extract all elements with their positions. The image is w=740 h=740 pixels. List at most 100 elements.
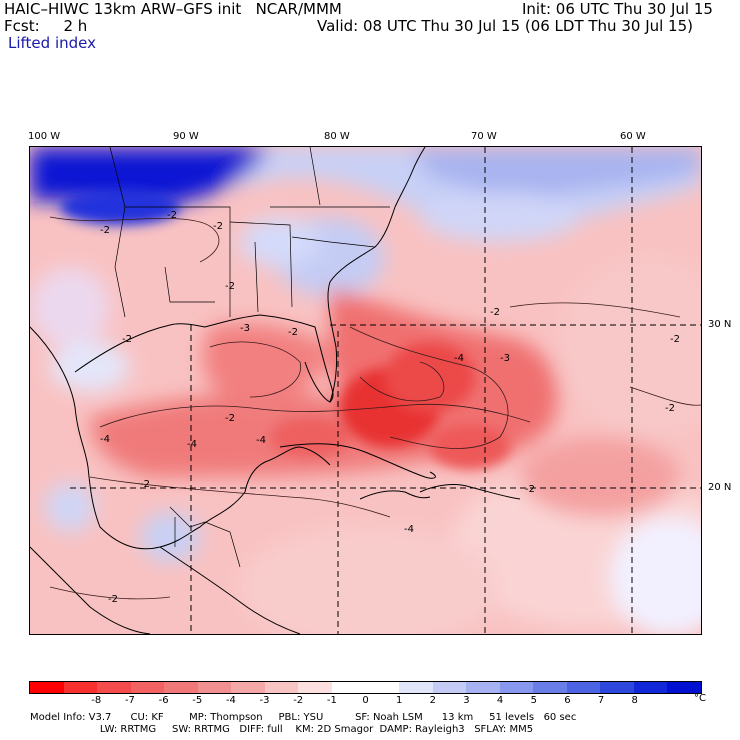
colorbar-swatch bbox=[97, 682, 131, 693]
mexico-gulf-coast bbox=[30, 326, 201, 550]
pale-region bbox=[30, 267, 110, 347]
colorbar-swatch bbox=[365, 682, 400, 693]
contour-label: -2 bbox=[490, 307, 500, 318]
colorbar-swatch bbox=[633, 682, 668, 693]
strong-red-region bbox=[270, 417, 350, 457]
colorbar-swatch bbox=[164, 682, 198, 693]
colorbar-tick-label: -4 bbox=[225, 695, 236, 706]
contour-label: -4 bbox=[256, 435, 266, 446]
colorbar-swatch bbox=[566, 682, 601, 693]
contour-line bbox=[629, 386, 701, 406]
border bbox=[291, 236, 376, 248]
border bbox=[254, 241, 259, 313]
colorbar-swatch bbox=[298, 682, 332, 693]
contour-line bbox=[359, 361, 445, 402]
contour-label: -2 bbox=[100, 225, 110, 236]
colorbar-swatch bbox=[667, 682, 701, 693]
jamaica bbox=[359, 490, 431, 500]
contour-line bbox=[49, 586, 171, 600]
blue-region bbox=[45, 482, 95, 532]
pink-region bbox=[240, 527, 500, 634]
colorbar-swatch bbox=[331, 682, 366, 693]
colorbar-swatch bbox=[600, 682, 634, 693]
lon-label-100w: 100 W bbox=[28, 131, 61, 142]
contour-label: -2 bbox=[122, 334, 132, 345]
contour-label: -2 bbox=[225, 413, 235, 424]
contour-line bbox=[99, 403, 531, 428]
contour-label: -2 bbox=[670, 334, 680, 345]
colorbar-tick-label: -5 bbox=[192, 695, 203, 706]
colorbar-unit: °C bbox=[694, 693, 706, 704]
strong-shading-layer bbox=[60, 189, 510, 469]
contour-label: -4 bbox=[100, 434, 110, 445]
latlon-grid bbox=[70, 147, 701, 634]
atlantic-us-coast-north bbox=[394, 147, 426, 208]
colorbar-swatch bbox=[30, 682, 64, 693]
strong-red-region bbox=[385, 342, 475, 412]
cuba bbox=[279, 443, 436, 479]
colorbar-swatch bbox=[399, 682, 433, 693]
valid-time: Valid: 08 UTC Thu 30 Jul 15 (06 LDT Thu … bbox=[317, 17, 693, 35]
lon-label-60w: 60 W bbox=[620, 131, 646, 142]
colorbar bbox=[29, 681, 702, 694]
contour-label: -2 bbox=[288, 327, 298, 338]
pink-region bbox=[560, 257, 701, 437]
border bbox=[109, 147, 126, 318]
colorbar-swatch bbox=[231, 682, 265, 693]
border bbox=[229, 221, 293, 308]
lifted-index-map: -2 -2 -2 -2 -2 -3 -2 -4 -3 -2 -4 -4 -2 -… bbox=[29, 146, 702, 635]
colorbar-tick-label: -3 bbox=[259, 695, 270, 706]
colorbar-tick-label: 5 bbox=[530, 695, 537, 706]
strong-blue-region bbox=[60, 189, 180, 225]
contour-label: -2 bbox=[525, 484, 535, 495]
lon-label-90w: 90 W bbox=[173, 131, 199, 142]
gulf-us-coast bbox=[74, 314, 334, 403]
colorbar-tick-label: 0 bbox=[362, 695, 369, 706]
coastlines bbox=[30, 147, 521, 634]
border bbox=[169, 506, 241, 568]
contour-line bbox=[89, 476, 391, 518]
blue-region bbox=[240, 217, 320, 267]
contour-label: -2 bbox=[140, 479, 150, 490]
colorbar-tick-label: -7 bbox=[124, 695, 135, 706]
contour-label: -4 bbox=[404, 524, 414, 535]
contour-label: -2 bbox=[108, 594, 118, 605]
contours bbox=[49, 216, 701, 600]
colorbar-swatch bbox=[197, 682, 232, 693]
colorbar-swatch bbox=[130, 682, 165, 693]
map-canvas: -2 -2 -2 -2 -2 -3 -2 -4 -3 -2 -4 -4 -2 -… bbox=[30, 147, 701, 634]
pale-region bbox=[610, 517, 701, 634]
border bbox=[164, 266, 215, 303]
colorbar-tick-label: -2 bbox=[293, 695, 304, 706]
pacific-coast bbox=[30, 546, 151, 634]
contour-line bbox=[349, 326, 509, 449]
field-name: Lifted index bbox=[8, 34, 96, 52]
blue-region bbox=[420, 192, 580, 242]
lon-label-70w: 70 W bbox=[471, 131, 497, 142]
contour-label-layer: -2 -2 -2 -2 -2 -3 -2 -4 -3 -2 -4 -4 -2 -… bbox=[100, 210, 680, 605]
lat-label-20n: 20 N bbox=[708, 482, 732, 493]
atlantic-us-coast bbox=[327, 206, 396, 403]
lat-label-30n: 30 N bbox=[708, 319, 732, 330]
init-time: Init: 06 UTC Thu 30 Jul 15 bbox=[522, 0, 713, 18]
contour-label: -4 bbox=[454, 353, 464, 364]
contour-line bbox=[49, 216, 220, 263]
central-america-coast bbox=[159, 546, 301, 634]
model-info-line1: Model Info: V3.7 CU: KF MP: Thompson PBL… bbox=[30, 712, 577, 723]
red-region bbox=[202, 323, 330, 407]
border bbox=[125, 206, 231, 317]
contour-label: -4 bbox=[187, 439, 197, 450]
blue-region bbox=[140, 512, 200, 562]
map-title: HAIC–HIWC 13km ARW–GFS init NCAR/MMM bbox=[4, 0, 342, 18]
colorbar-swatch bbox=[466, 682, 500, 693]
contour-label: -2 bbox=[213, 221, 223, 232]
contour-label: -3 bbox=[500, 353, 510, 364]
colorbar-tick-label: 7 bbox=[597, 695, 605, 706]
colorbar-swatch bbox=[499, 682, 534, 693]
pale-region bbox=[50, 342, 130, 392]
political-borders bbox=[109, 147, 390, 568]
colorbar-swatch bbox=[63, 682, 98, 693]
colorbar-tick-label: -1 bbox=[326, 695, 337, 706]
colorbar-tick-label: 2 bbox=[429, 695, 436, 706]
contour-label: -2 bbox=[225, 281, 235, 292]
